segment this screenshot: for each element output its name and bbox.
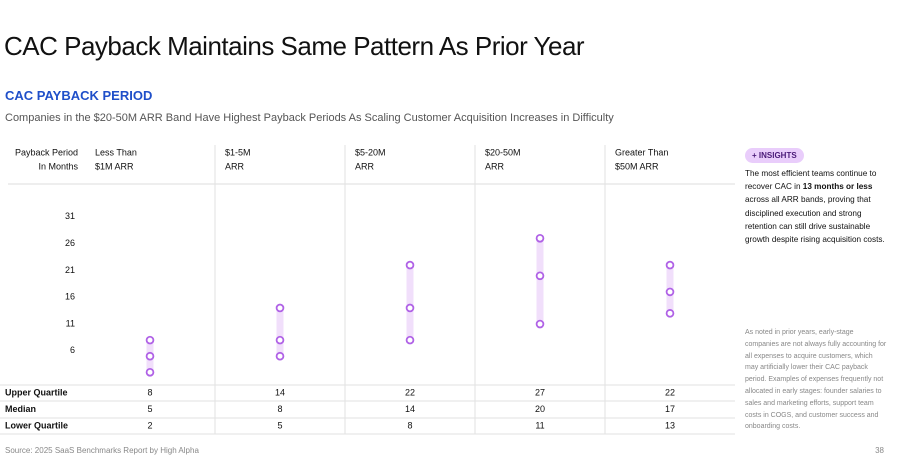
y-tick-label: 21 <box>65 265 75 275</box>
dot <box>405 335 415 345</box>
y-tick-label: 16 <box>65 292 75 302</box>
column-header: ARR <box>485 161 505 171</box>
chart-title: CAC PAYBACK PERIOD <box>5 88 153 103</box>
text: The most efficient teams continue to rec… <box>745 169 877 192</box>
table-value: 17 <box>665 404 675 414</box>
text-bold: 13 months or less <box>802 182 873 192</box>
range-bar <box>406 265 414 341</box>
dot <box>665 287 675 297</box>
table-value: 5 <box>277 420 282 430</box>
text: across all ARR bands, proving that disci… <box>745 195 885 245</box>
chart: Payback Period In Months Less Than $1M ARR $… <box>0 145 735 435</box>
dot <box>275 351 285 361</box>
dot <box>535 233 545 243</box>
column-header: ARR <box>225 161 245 171</box>
table-value: 13 <box>665 420 675 430</box>
dot <box>535 271 545 281</box>
dot <box>405 260 415 270</box>
dot <box>275 303 285 313</box>
table-value: 27 <box>535 387 545 397</box>
table-value: 22 <box>405 387 415 397</box>
note: As noted in prior years, early-stage com… <box>745 329 887 431</box>
dot <box>405 303 415 313</box>
column-header: $1M ARR <box>95 161 134 171</box>
source: Source: 2025 SaaS Benchmarks Report by H… <box>5 446 199 455</box>
table-value: 14 <box>275 387 285 397</box>
chart-subtitle: Companies in the $20-50M ARR Band Have H… <box>5 112 614 124</box>
y-tick-label: 31 <box>65 211 75 221</box>
dot <box>145 367 155 377</box>
table-value: 8 <box>147 387 152 397</box>
y-axis-label: Payback Period <box>15 147 78 157</box>
column-header: $20-50M <box>485 147 521 157</box>
dot <box>535 319 545 329</box>
column-header: $1-5M <box>225 147 251 157</box>
insights-label: + INSIGHTS <box>745 148 804 163</box>
row-label: Median <box>5 404 36 414</box>
dot <box>145 351 155 361</box>
insights-text: The most efficient teams continue to rec… <box>745 167 890 246</box>
page-number: 38 <box>875 446 884 455</box>
table-value: 14 <box>405 404 415 414</box>
table-value: 11 <box>535 420 544 430</box>
dot <box>665 309 675 318</box>
y-axis-label: In Months <box>38 161 78 171</box>
table-value: 2 <box>147 420 152 430</box>
y-tick-label: 6 <box>70 345 75 355</box>
row-label: Upper Quartile <box>5 387 68 397</box>
column-header: $5-20M <box>355 147 386 157</box>
table-value: 5 <box>147 404 152 414</box>
y-tick-label: 26 <box>65 238 75 248</box>
page-title: CAC Payback Maintains Same Pattern As Pr… <box>4 31 585 61</box>
column-header: Less Than <box>95 147 137 157</box>
range-bar <box>276 307 284 357</box>
column-header: ARR <box>355 161 375 171</box>
column-header: Greater Than <box>615 147 668 157</box>
dot <box>145 335 155 345</box>
table-value: 22 <box>665 387 675 397</box>
column-header: $50M ARR <box>615 161 659 171</box>
row-label: Lower Quartile <box>5 420 68 430</box>
table-value: 20 <box>535 404 545 414</box>
table-value: 8 <box>407 420 412 430</box>
dot <box>665 260 675 270</box>
y-tick-label: 11 <box>66 318 75 328</box>
table-value: 8 <box>277 404 282 414</box>
range-bar <box>536 238 544 325</box>
dot <box>275 335 285 345</box>
